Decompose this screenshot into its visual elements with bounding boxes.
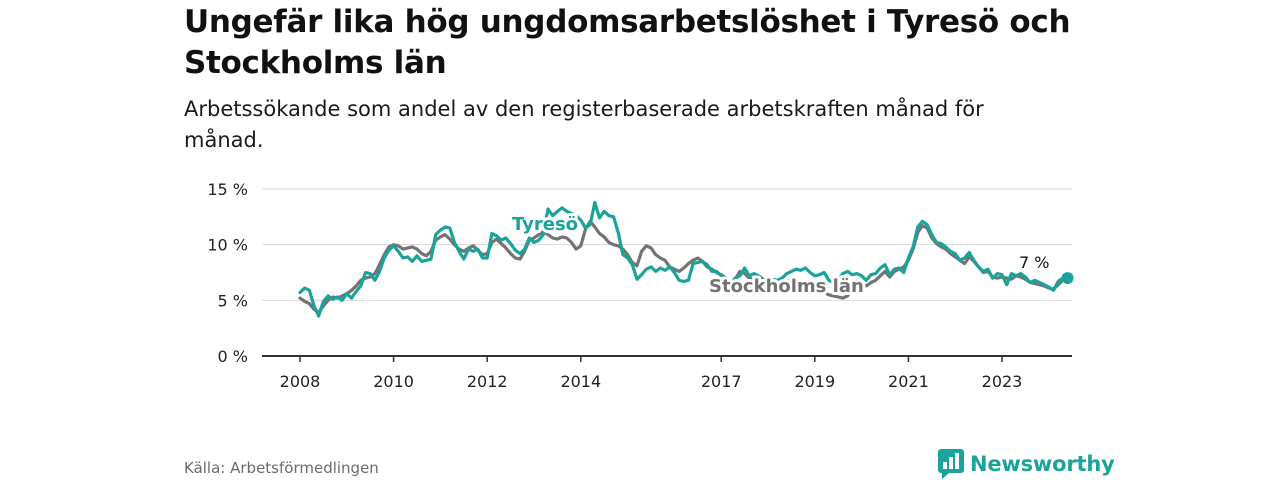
gridlines [262, 188, 1072, 301]
x-tick-label: 2023 [982, 372, 1023, 391]
x-axis: 2008 2010 2012 2014 2017 2019 2021 2023 [262, 355, 1072, 391]
y-tick-label: 0 % [218, 347, 248, 366]
source-note: Källa: Arbetsförmedlingen [184, 459, 379, 477]
newsworthy-logo-icon [938, 449, 964, 479]
end-point-marker [1061, 272, 1074, 285]
y-tick-label: 5 % [218, 291, 248, 310]
series-labels: Tyresö Stockholms län 7 % [509, 211, 1049, 300]
series-line-tyreso [298, 200, 1070, 318]
end-value-label: 7 % [1019, 253, 1049, 272]
x-tick-label: 2019 [794, 372, 835, 391]
x-tick-label: 2014 [560, 372, 601, 391]
chart-title: Ungefär lika hög ungdomsarbetslöshet i T… [184, 4, 1071, 81]
series-label-stockholm: Stockholms län [709, 276, 864, 297]
x-tick-label: 2012 [467, 372, 508, 391]
x-tick-label: 2008 [280, 372, 321, 391]
brand-name: Newsworthy [970, 452, 1115, 476]
x-tick-label: 2021 [888, 372, 929, 391]
y-tick-label: 15 % [207, 180, 248, 199]
y-axis-ticks: 0 % 5 % 10 % 15 % [207, 180, 248, 366]
series-lines [298, 200, 1074, 318]
newsworthy-logo[interactable]: Newsworthy [938, 449, 1115, 479]
x-tick-label: 2010 [373, 372, 414, 391]
y-tick-label: 10 % [207, 236, 248, 255]
series-label-tyreso: Tyresö [512, 214, 578, 235]
x-tick-label: 2017 [701, 372, 742, 391]
chart-subtitle: Arbetssökande som andel av den registerb… [184, 97, 984, 152]
series-line-stockholm [298, 219, 1070, 315]
